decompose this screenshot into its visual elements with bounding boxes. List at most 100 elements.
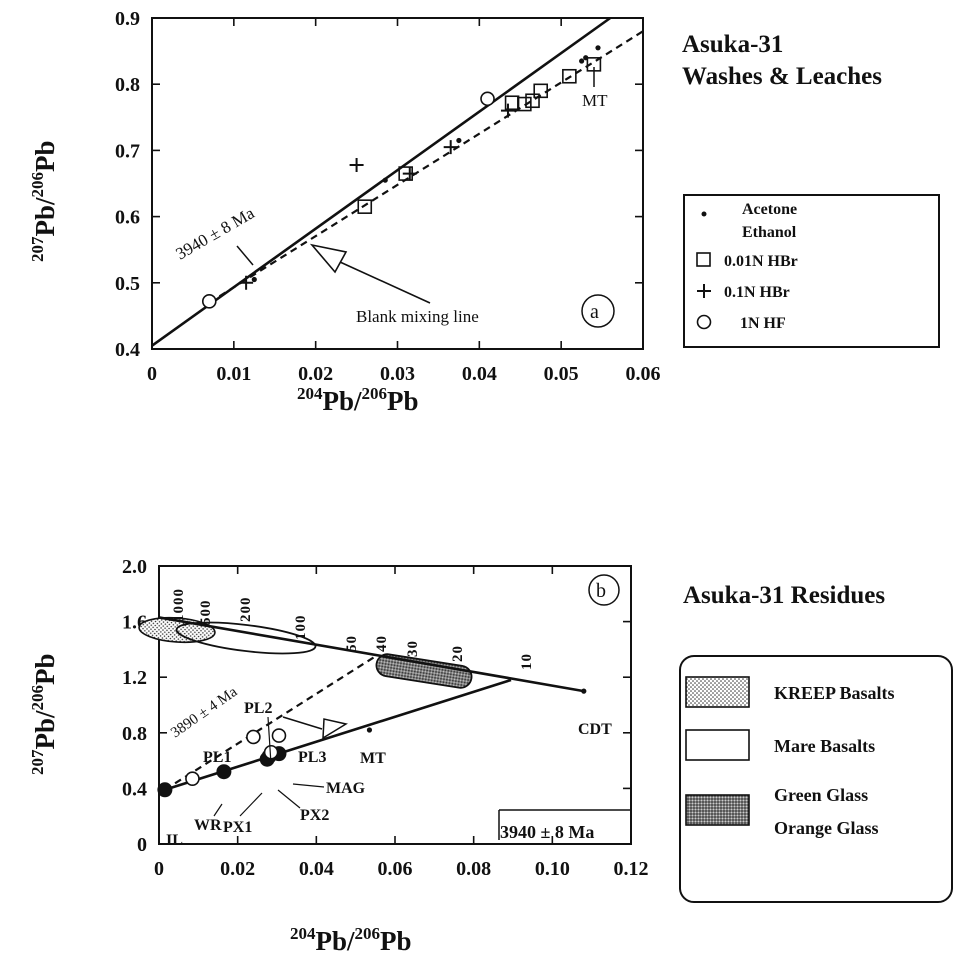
- panel-a-point-square: [357, 199, 373, 214]
- age-tick-label: 200: [238, 597, 254, 623]
- panel-a-point-plus: [239, 275, 254, 290]
- point-label-pl1: PL1: [203, 749, 231, 766]
- point-label-cdt: CDT: [578, 721, 612, 738]
- panel-a-y-tick-label: 0.7: [115, 140, 140, 162]
- point-label-wr: WR: [194, 817, 222, 834]
- panel-b-isochron-arrow: [282, 716, 348, 740]
- panel-b-y-axis-label: 207Pb/206Pb: [28, 653, 60, 775]
- panel-a-legend-box: [683, 194, 940, 348]
- panel-a-title-line2: Washes & Leaches: [682, 63, 882, 90]
- legend-marker-circle: [696, 314, 712, 330]
- panel-a-mixing-arrow: [309, 243, 431, 304]
- panel-b-point-small: [366, 727, 373, 733]
- panel-a-point-plus: [443, 140, 458, 155]
- panel-a-point-plus: [349, 157, 364, 172]
- panel-a-y-tick-label: 0.8: [115, 74, 140, 96]
- legend-label-green-glass: Green Glass: [774, 785, 868, 805]
- panel-a-plot-frame: [151, 17, 644, 350]
- panel-b-x-axis-label: 204Pb/206Pb: [290, 924, 412, 956]
- panel-b-panel-letter: b: [596, 580, 606, 602]
- legend-swatch-glass: [685, 794, 750, 826]
- panel-b-x-tick-label: 0.10: [535, 858, 570, 880]
- legend-swatch-kreep: [685, 676, 750, 708]
- panel-b-x-tick-label: 0.06: [378, 858, 413, 880]
- age-tick-label: 20: [450, 645, 466, 662]
- panel-a-x-tick-label: 0: [147, 363, 157, 385]
- panel-a-age-label: 3940 ± 8 Ma: [173, 203, 258, 263]
- age-tick-label: 1000: [171, 588, 187, 622]
- age-tick-label: 30: [405, 640, 421, 657]
- panel-b-x-axis: 0 0.02 0.04 0.06 0.08 0.10 0.12: [154, 566, 649, 880]
- panel-b-x-tick-label: 0.02: [220, 858, 255, 880]
- panel-a-point-square: [562, 68, 577, 84]
- panel-a-point-square: [525, 93, 540, 109]
- panel-a-y-tick-label: 0.4: [115, 339, 140, 361]
- panel-b-line-2: [158, 616, 585, 693]
- panel-a-x-axis: 0 0.01 0.02 0.03 0.04 0.05 0.06: [147, 18, 661, 385]
- panel-a-point-plus: [402, 166, 417, 181]
- pl2-leader: [267, 716, 272, 765]
- panel-b: 00.40.81.21.62.0 0 0.02 0.04 0.06 0.08 0.10 0.…: [28, 556, 953, 956]
- panel-b-y-tick-label: 0.4: [122, 778, 147, 800]
- panel-b-x-tick-label: 0.08: [456, 858, 491, 880]
- panel-a-legend: Acetone Ethanol 0.01N HBr 0.1N HBr 1N HF: [683, 194, 940, 348]
- point-label-px2: PX2: [300, 807, 329, 824]
- panel-b-point-open: [246, 729, 261, 745]
- panel-b-panel-marker: [588, 574, 620, 606]
- panel-a-title-line1: Asuka-31: [682, 31, 783, 58]
- panel-a-x-tick-label: 0.03: [380, 363, 415, 385]
- panel-b-x-tick-label: 0: [154, 858, 164, 880]
- wr-leader: [213, 803, 223, 817]
- panel-a: 0.4 0.5 0.6 0.7 0.8 0.9 0 0.01 0.02 0.03 0.04 0.05…: [28, 8, 940, 416]
- panel-b-title: Asuka-31 Residues: [683, 582, 885, 609]
- panel-a-point-dot: [251, 276, 257, 283]
- panel-b-legend-box: [679, 655, 953, 903]
- panel-b-point-filled: [157, 782, 173, 798]
- age-tick-label: 100: [293, 615, 309, 641]
- panel-a-y-tick-label: 0.9: [115, 8, 140, 30]
- panel-b-x-tick-label: 0.12: [614, 858, 649, 880]
- point-label-mt: MT: [360, 750, 386, 767]
- point-label-mag: MAG: [326, 780, 366, 797]
- legend-label-mare: Mare Basalts: [774, 736, 875, 756]
- panel-a-y-tick-label: 0.5: [115, 273, 140, 295]
- panel-a-lines: [151, 16, 644, 347]
- panel-a-line-0: [151, 16, 612, 347]
- panel-a-point-dot: [595, 45, 601, 51]
- panel-a-panel-letter: a: [590, 301, 599, 323]
- panel-a-x-tick-label: 0.02: [298, 363, 333, 385]
- point-label-pl3: PL3: [298, 749, 326, 766]
- point-label-px1: PX1: [223, 819, 252, 836]
- legend-marker-dot: [701, 211, 707, 217]
- panel-a-point-circle: [201, 294, 217, 309]
- panel-a-y-axis-label: 207Pb/206Pb: [28, 140, 60, 262]
- panel-b-age-box: 3940 ± 8 Ma: [498, 809, 631, 842]
- panel-b-model-age-labels: 1000 500 200 100 50 40 30 20 10: [171, 588, 535, 670]
- age-tick-label: 500: [198, 600, 214, 626]
- legend-marker-square: [696, 252, 711, 267]
- legend-label-acetone: Acetone: [742, 201, 797, 218]
- panel-a-x-axis-label: 204Pb/206Pb: [297, 384, 419, 416]
- panel-a-x-tick-label: 0.01: [216, 363, 251, 385]
- panel-a-point-plus: [500, 103, 515, 118]
- panel-b-y-tick-label: 2.0: [122, 556, 147, 578]
- panel-a-point-square: [533, 83, 549, 99]
- panel-a-line-1: [208, 30, 644, 304]
- panel-a-points: [201, 45, 602, 309]
- legend-swatch-mare: [685, 729, 750, 761]
- panel-b-point-open: [271, 728, 287, 743]
- legend-label-1n-hf: 1N HF: [740, 315, 786, 332]
- legend-marker-plus: [697, 284, 711, 298]
- panel-b-dashed-age-label: 3890 ± 4 Ma: [168, 684, 241, 741]
- panel-b-points: [157, 688, 587, 798]
- panel-b-y-tick-label: 1.2: [122, 667, 147, 689]
- legend-label-001n-hbr: 0.01N HBr: [724, 253, 798, 270]
- panel-a-y-axis: 0.4 0.5 0.6 0.7 0.8 0.9: [115, 8, 643, 361]
- green-orange-glass-field: [375, 653, 473, 689]
- panel-b-point-filled: [216, 764, 232, 780]
- panel-a-mixing-label: Blank mixing line: [356, 307, 479, 326]
- panel-b-solid-age-label: 3940 ± 8 Ma: [500, 822, 594, 842]
- panel-a-y-tick-label: 0.6: [115, 207, 140, 229]
- panel-a-mt-label: MT: [582, 91, 608, 110]
